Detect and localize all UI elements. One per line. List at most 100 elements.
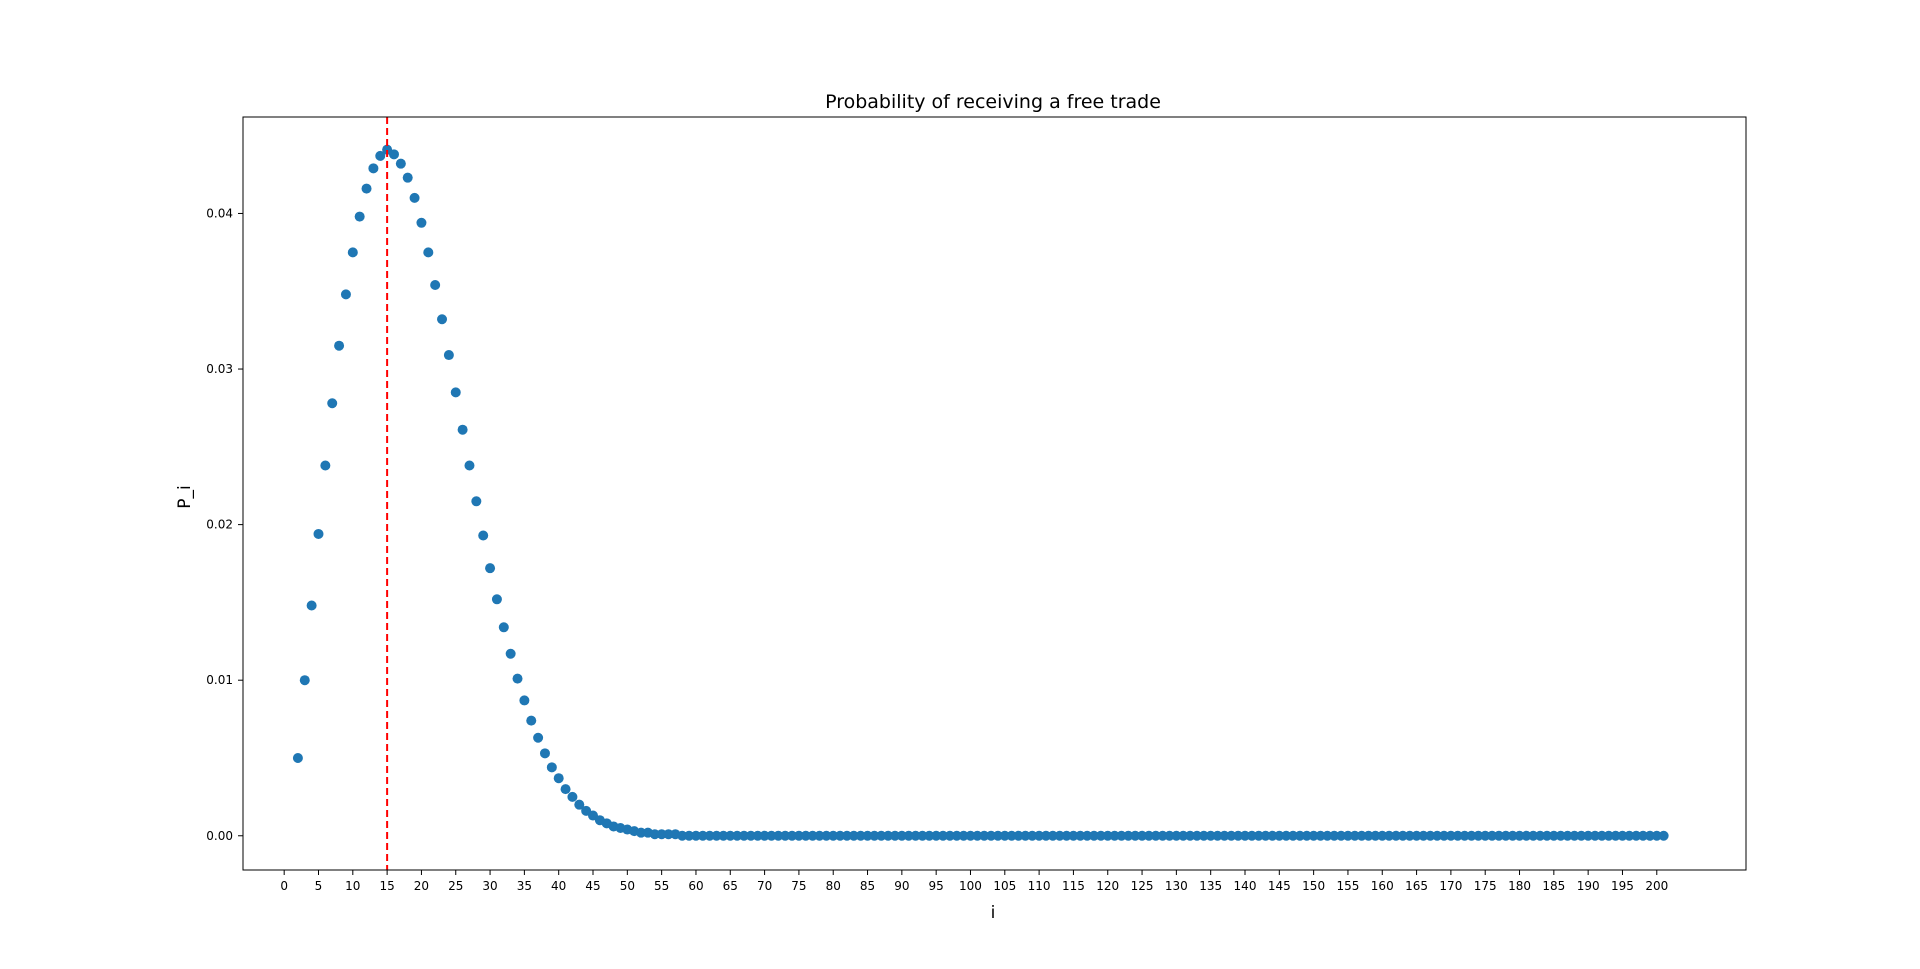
data-point [1288,830,1299,841]
data-point [1322,830,1333,841]
data-point [1487,830,1498,841]
data-point [423,247,434,258]
y-axis-ticks: 0.00 0.01 0.02 0.03 0.04 [206,206,243,843]
x-tick-label: 110 [1028,879,1051,893]
data-point [1445,830,1456,841]
data-point [416,217,427,228]
x-tick-label: 150 [1302,879,1325,893]
x-tick-label: 80 [826,879,841,893]
x-tick-label: 95 [929,879,944,893]
data-point [1452,830,1463,841]
data-point [1267,830,1278,841]
data-point [526,715,537,726]
data-point [814,830,825,841]
data-point [924,830,935,841]
data-point [649,829,660,840]
data-point [1109,830,1120,841]
data-point [1308,830,1319,841]
data-point [320,460,331,471]
data-point [1013,830,1024,841]
data-point [677,830,688,841]
data-point [876,830,887,841]
y-tick-label: 0.01 [206,673,233,687]
data-point [1466,830,1477,841]
data-point [1583,830,1594,841]
data-point [711,830,722,841]
data-point [1397,830,1408,841]
data-point [1480,830,1491,841]
data-point [1143,830,1154,841]
data-point [841,830,852,841]
data-point [1390,830,1401,841]
data-point [745,830,756,841]
data-point [862,830,873,841]
x-tick-label: 115 [1062,879,1085,893]
data-point [485,563,496,574]
data-point [869,830,880,841]
data-point [903,830,914,841]
data-point [519,695,530,706]
data-point [828,830,839,841]
data-point [574,799,585,810]
data-point [759,830,770,841]
x-tick-label: 50 [620,879,635,893]
data-point [636,827,647,838]
data-point [491,594,502,605]
data-point [1123,830,1134,841]
data-point [1521,830,1532,841]
data-point [656,829,667,840]
data-point [1191,830,1202,841]
x-tick-label: 35 [517,879,532,893]
data-point [299,675,310,686]
data-point [1246,830,1257,841]
data-point [546,762,557,773]
data-point [1047,830,1058,841]
data-point [931,830,942,841]
data-point [306,600,317,611]
data-point [821,830,832,841]
data-point [1603,830,1614,841]
data-point [917,830,928,841]
data-point [1253,830,1264,841]
data-point [1473,830,1484,841]
data-point [1164,830,1175,841]
x-tick-label: 30 [482,879,497,893]
data-point [553,773,564,784]
y-tick-label: 0.03 [206,362,233,376]
x-tick-label: 130 [1165,879,1188,893]
data-point [951,830,962,841]
data-point [896,830,907,841]
data-point [505,648,516,659]
data-point [1370,830,1381,841]
data-point [1137,830,1148,841]
x-tick-label: 85 [860,879,875,893]
x-tick-label: 140 [1234,879,1257,893]
data-point [1212,830,1223,841]
data-point [1116,830,1127,841]
x-tick-label: 105 [993,879,1016,893]
y-tick-label: 0.02 [206,518,233,532]
data-point [1150,830,1161,841]
data-point [1198,830,1209,841]
y-tick-label: 0.00 [206,829,233,843]
data-point [1178,830,1189,841]
x-tick-label: 165 [1405,879,1428,893]
x-tick-label: 180 [1508,879,1531,893]
data-point [1171,830,1182,841]
data-point [1281,830,1292,841]
data-point [766,830,777,841]
data-point [684,830,695,841]
x-tick-label: 120 [1096,879,1119,893]
x-tick-label: 70 [757,879,772,893]
data-point [1432,830,1443,841]
data-point [1274,830,1285,841]
data-point [999,830,1010,841]
data-point [1336,830,1347,841]
x-tick-label: 20 [414,879,429,893]
x-tick-label: 125 [1131,879,1154,893]
data-point [1404,830,1415,841]
data-point [1034,830,1045,841]
data-point [938,830,949,841]
